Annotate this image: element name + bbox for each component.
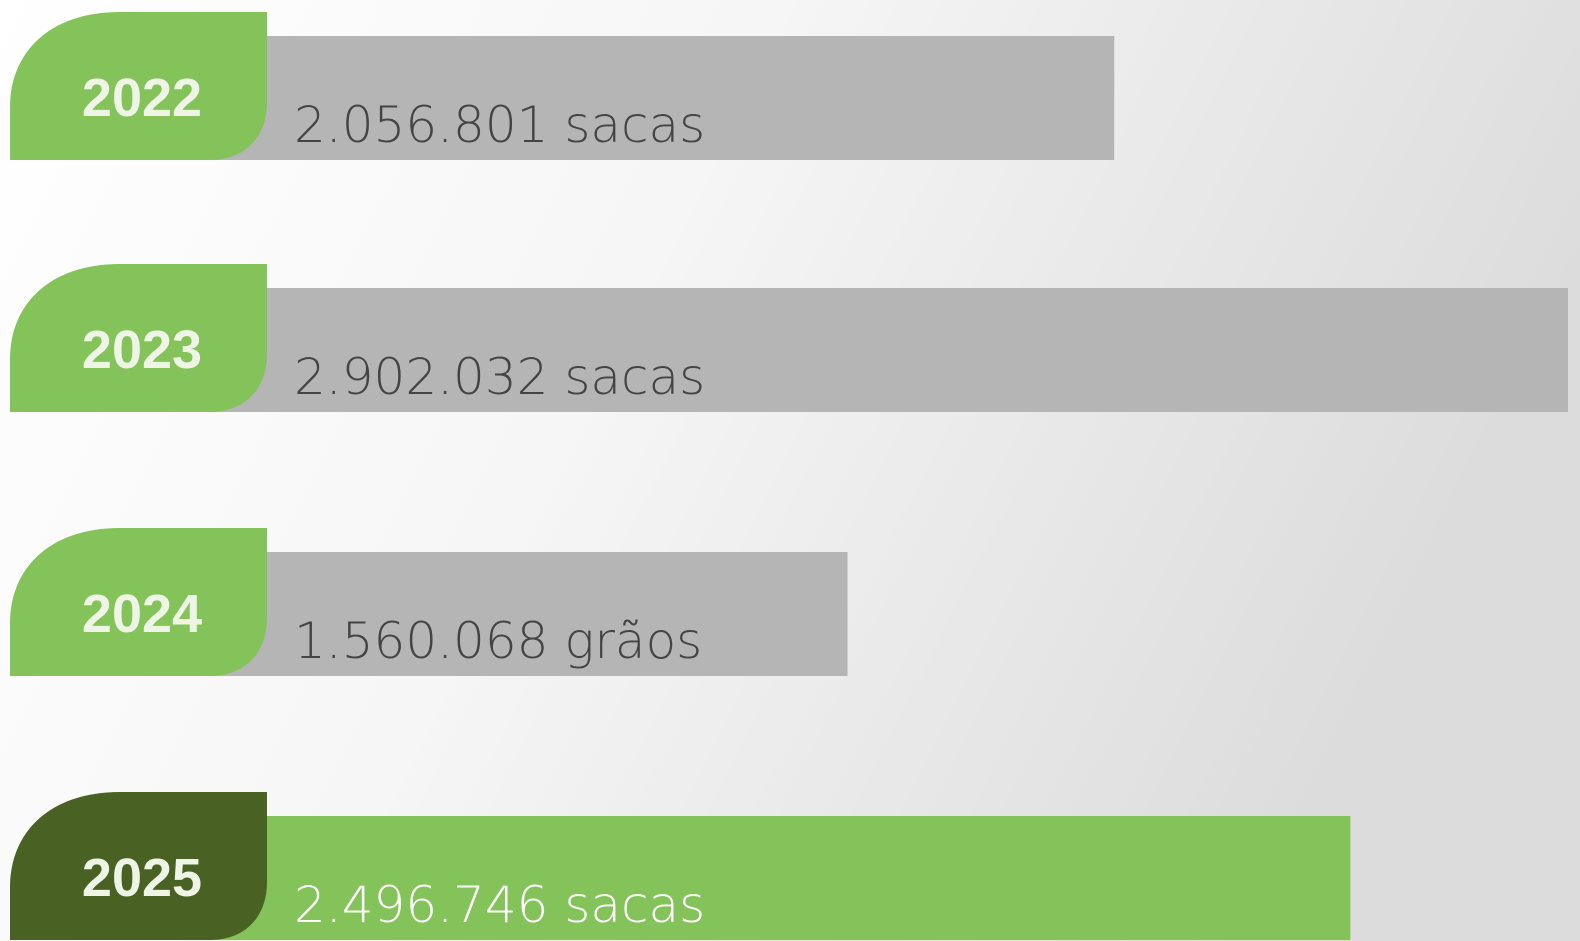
chart: 2022 2.056.801 sacas 2023 2.902.032 sacas 20… — [0, 0, 1580, 941]
year-label: 2024 — [82, 584, 202, 644]
year-label: 2025 — [82, 848, 202, 908]
value-label: 2.496.746 sacas — [294, 876, 705, 934]
value-label: 1.560.068 grãos — [294, 612, 702, 670]
year-label: 2022 — [82, 68, 202, 128]
year-label: 2023 — [82, 320, 202, 380]
value-label: 2.902.032 sacas — [294, 348, 705, 406]
value-label: 2.056.801 sacas — [294, 96, 705, 154]
